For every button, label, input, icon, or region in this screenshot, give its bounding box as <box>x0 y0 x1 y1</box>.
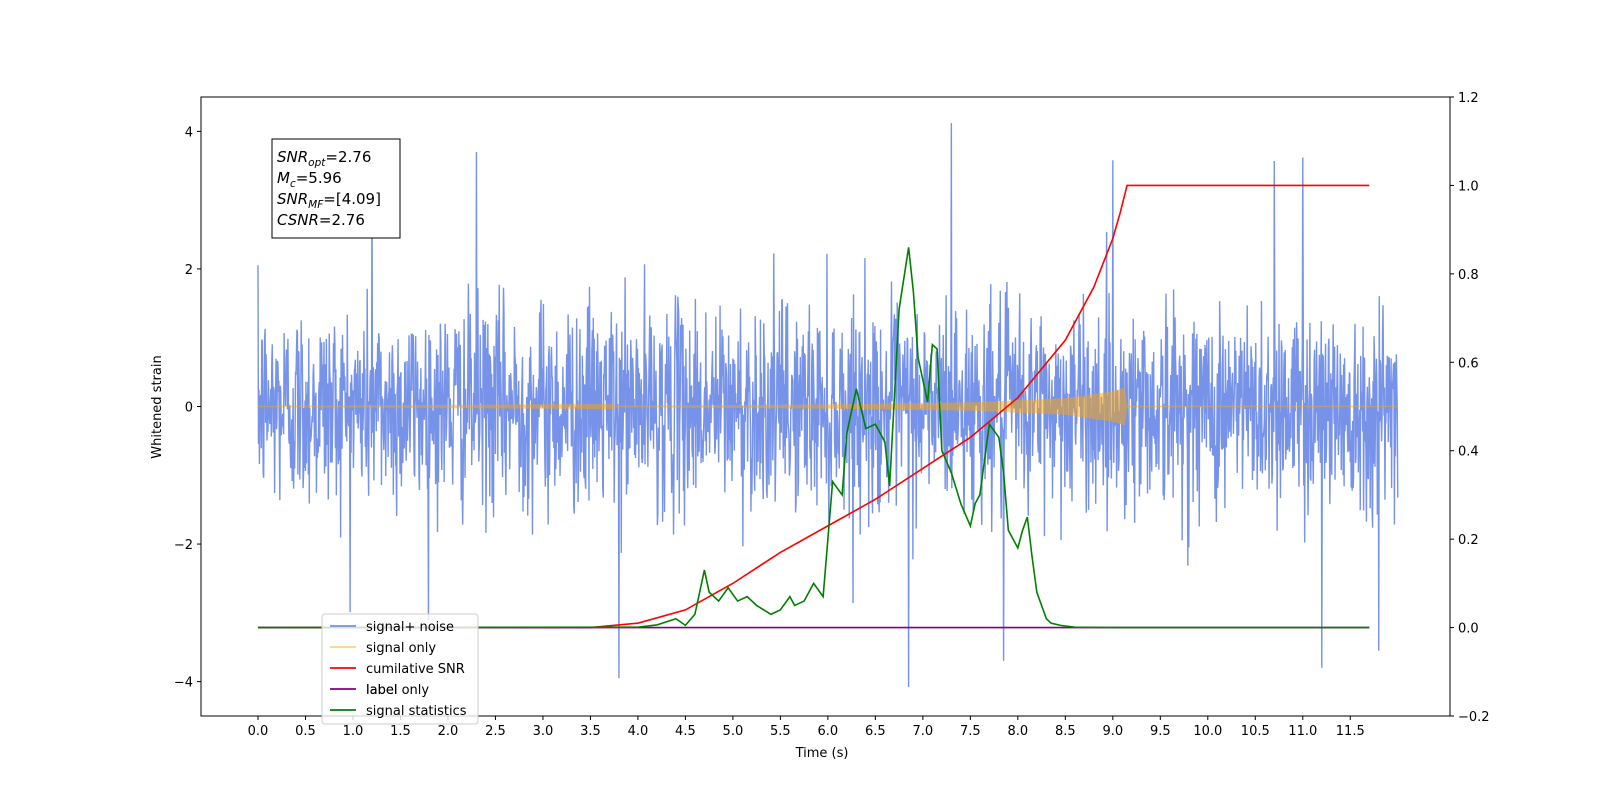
annotation-line: SNRopt=2.76 <box>277 148 371 169</box>
x-tick-label: 3.5 <box>580 724 601 739</box>
x-tick-label: 1.0 <box>343 724 364 739</box>
y-right-tick-label: 0.6 <box>1458 356 1479 371</box>
y-right-tick-label: 1.0 <box>1458 179 1479 194</box>
x-axis: 0.0 0.5 1.0 1.5 2.0 2.5 3.0 3.5 4.0 4.5 5.0 5.5 6.0 6… <box>248 716 1365 739</box>
annotation-line: SNRMF=[4.09] <box>277 190 381 211</box>
x-tick-label: 6.5 <box>865 724 886 739</box>
y-right-tick-label: 0.2 <box>1458 533 1479 548</box>
y-left-tick-label: −4 <box>174 676 193 691</box>
y-right-tick-label: 0.8 <box>1458 268 1479 283</box>
x-tick-label: 2.5 <box>485 724 506 739</box>
legend-label-label: label <box>366 683 397 698</box>
legend-label-cumilative-snr: cumilative SNR <box>366 662 465 677</box>
y-left-tick-label: 2 <box>185 263 193 278</box>
series-signal-statistics <box>257 247 1370 629</box>
y-axis-left: −4 −2 0 2 4 <box>174 125 201 691</box>
annotation-frame <box>271 138 401 239</box>
x-tick-label: 8.0 <box>1007 724 1028 739</box>
x-tick-label: 9.0 <box>1102 724 1123 739</box>
legend-label-signal-only: signal only <box>366 641 436 656</box>
legend-label-label-only: label only <box>366 683 429 698</box>
y-axis-left-title: Whitened strain <box>150 355 165 458</box>
x-axis-title: Time (s) <box>795 746 849 761</box>
x-tick-label: 7.0 <box>913 724 934 739</box>
x-tick-label: 11.0 <box>1288 724 1317 739</box>
legend-frame <box>321 613 479 725</box>
x-tick-label: 1.5 <box>390 724 411 739</box>
legend-label-signal-noise: signal+ noise <box>366 620 454 635</box>
y-left-tick-label: 0 <box>185 401 193 416</box>
x-tick-label: 2.0 <box>438 724 459 739</box>
x-tick-label: 10.0 <box>1193 724 1222 739</box>
legend-label-signal-statistics: signal statistics <box>366 704 467 719</box>
y-right-tick-label: 0.0 <box>1458 622 1479 637</box>
x-tick-label: 4.5 <box>675 724 696 739</box>
x-tick-label: 4.0 <box>628 724 649 739</box>
x-tick-label: 10.5 <box>1241 724 1270 739</box>
x-tick-label: 11.5 <box>1336 724 1365 739</box>
annotation-line: Mc=5.96 <box>277 169 342 190</box>
x-tick-label: 6.0 <box>818 724 839 739</box>
x-tick-label: 5.5 <box>770 724 791 739</box>
y-right-tick-label: −0.2 <box>1458 710 1490 725</box>
y-axis-right: −0.2 0.0 0.2 0.4 0.6 0.8 1.0 1.2 <box>1450 91 1490 725</box>
x-tick-label: 7.5 <box>960 724 981 739</box>
series-signal-only <box>257 388 1398 426</box>
x-tick-label: 5.0 <box>723 724 744 739</box>
x-tick-label: 0.0 <box>248 724 269 739</box>
annotation-line: CSNR=2.76 <box>277 211 365 229</box>
series-signal-plus-noise <box>257 123 1399 688</box>
x-tick-label: 9.5 <box>1150 724 1171 739</box>
y-right-tick-label: 0.4 <box>1458 445 1479 460</box>
y-right-tick-label: 1.2 <box>1458 91 1479 106</box>
x-tick-label: 0.5 <box>295 724 316 739</box>
x-tick-label: 8.5 <box>1055 724 1076 739</box>
legend: signal+ noise signal only cumilative SNR la… <box>321 613 479 725</box>
x-tick-label: 3.0 <box>533 724 554 739</box>
y-left-tick-label: −2 <box>174 538 193 553</box>
y-left-tick-label: 4 <box>185 125 193 140</box>
series-cumilative-snr <box>257 184 1370 629</box>
